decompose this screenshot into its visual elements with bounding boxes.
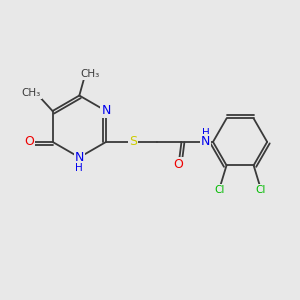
Text: H: H [202, 128, 209, 138]
Text: Cl: Cl [214, 184, 224, 194]
Text: CH₃: CH₃ [80, 69, 99, 79]
Text: N: N [201, 135, 210, 148]
Text: H: H [76, 163, 83, 173]
Text: CH₃: CH₃ [21, 88, 41, 98]
Text: N: N [101, 104, 111, 118]
Text: N: N [75, 151, 84, 164]
Text: Cl: Cl [256, 184, 266, 194]
Text: O: O [24, 135, 34, 148]
Text: O: O [174, 158, 184, 171]
Text: S: S [129, 135, 137, 148]
